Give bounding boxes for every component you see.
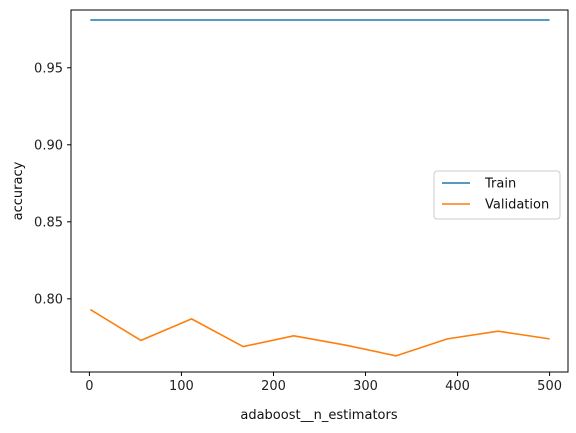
x-tick-label: 100 — [169, 379, 194, 394]
x-tick-label: 400 — [445, 379, 470, 394]
x-tick-label: 0 — [85, 379, 93, 394]
axes-frame — [70, 9, 569, 373]
legend: Train Validation — [433, 170, 561, 220]
plot-area — [89, 19, 550, 357]
y-tick-label: 0.80 — [34, 292, 63, 307]
series-line-validation — [89, 308, 550, 357]
x-axis-ticks: 0 100 200 300 400 500 — [85, 372, 562, 394]
x-axis-label: adaboost__n_estimators — [240, 408, 397, 423]
x-tick-label: 500 — [537, 379, 562, 394]
y-tick-label: 0.95 — [34, 61, 63, 76]
y-axis-ticks: 0.80 0.85 0.90 0.95 — [34, 61, 71, 307]
y-tick-label: 0.85 — [34, 215, 63, 230]
y-axis-label: accuracy — [11, 161, 26, 220]
legend-label-train: Train — [484, 177, 516, 192]
y-tick-label: 0.90 — [34, 138, 63, 153]
x-tick-label: 200 — [261, 379, 286, 394]
x-tick-label: 300 — [353, 379, 378, 394]
legend-label-validation: Validation — [485, 198, 549, 213]
